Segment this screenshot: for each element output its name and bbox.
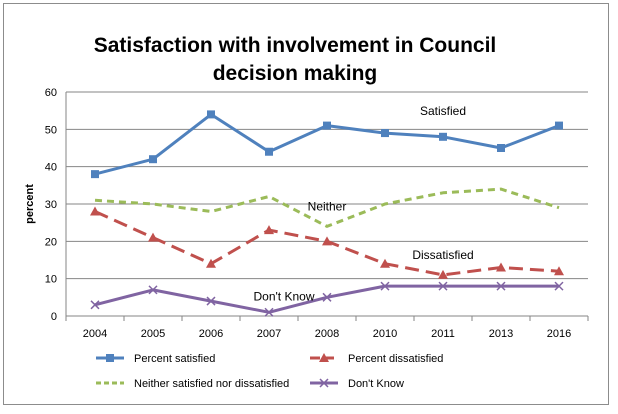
y-tick-label: 10 (45, 274, 57, 286)
y-tick-label: 20 (45, 236, 57, 248)
x-tick-label: 2010 (373, 328, 397, 340)
data-point-dontknow (206, 296, 216, 306)
x-tick-label: 2007 (257, 328, 281, 340)
data-point-dissatisfied (322, 236, 332, 246)
y-tick-label: 40 (45, 162, 57, 174)
data-point-satisfied (555, 121, 563, 130)
legend-marker-dontknow (319, 378, 329, 388)
data-point-dissatisfied (90, 206, 100, 216)
x-tick-label: 2016 (547, 328, 571, 340)
x-tick-label: 2006 (199, 328, 223, 340)
y-tick-label: 50 (45, 124, 57, 136)
data-point-dontknow (322, 292, 332, 302)
data-point-dontknow (496, 281, 506, 291)
data-point-satisfied (149, 155, 157, 164)
x-tick-label: 2011 (431, 328, 455, 340)
data-point-dissatisfied (148, 232, 158, 242)
y-tick-label: 30 (45, 199, 57, 211)
data-point-dontknow (438, 281, 448, 291)
data-point-satisfied (439, 132, 447, 141)
legend-label-satisfied: Percent satisfied (134, 353, 215, 365)
data-point-dontknow (148, 285, 158, 295)
x-tick-label: 2008 (315, 328, 339, 340)
x-tick-label: 2005 (141, 328, 165, 340)
data-point-satisfied (265, 147, 273, 156)
data-point-dissatisfied (496, 262, 506, 272)
annotation-neither: Neither (308, 199, 347, 213)
data-point-dontknow (380, 281, 390, 291)
series-line-dontknow (94, 284, 559, 314)
data-point-dissatisfied (380, 258, 390, 268)
x-tick-label: 2004 (83, 328, 107, 340)
legend-label-dissatisfied: Percent dissatisfied (348, 353, 443, 365)
data-point-dissatisfied (554, 266, 564, 276)
series-line-neither (94, 187, 560, 228)
chart-title-line: decision making (213, 62, 378, 85)
legend-label-neither: Neither satisfied nor dissatisfied (134, 378, 289, 390)
data-point-satisfied (207, 110, 215, 119)
data-point-dontknow (90, 300, 100, 310)
data-point-dissatisfied (438, 269, 448, 279)
data-point-satisfied (91, 170, 99, 179)
legend-label-dontknow: Don't Know (348, 378, 404, 390)
x-tick-label: 2013 (489, 328, 513, 340)
data-point-satisfied (381, 129, 389, 138)
y-tick-label: 60 (45, 87, 57, 99)
data-point-dontknow (264, 307, 274, 317)
annotation-satisfied: Satisfied (420, 104, 466, 118)
data-point-dissatisfied (264, 225, 274, 235)
data-point-satisfied (323, 121, 331, 130)
data-point-satisfied (497, 144, 505, 152)
y-tick-label: 0 (51, 311, 57, 323)
annotation-dontknow: Don't Know (254, 289, 315, 303)
legend-marker-dissatisfied (319, 353, 329, 362)
legend-marker-satisfied (106, 354, 114, 362)
y-axis-label: percent (24, 184, 36, 224)
data-point-dontknow (554, 281, 564, 291)
data-point-dissatisfied (206, 258, 216, 268)
annotation-dissatisfied: Dissatisfied (412, 248, 473, 262)
chart-title-line: Satisfaction with involvement in Council (94, 34, 497, 57)
